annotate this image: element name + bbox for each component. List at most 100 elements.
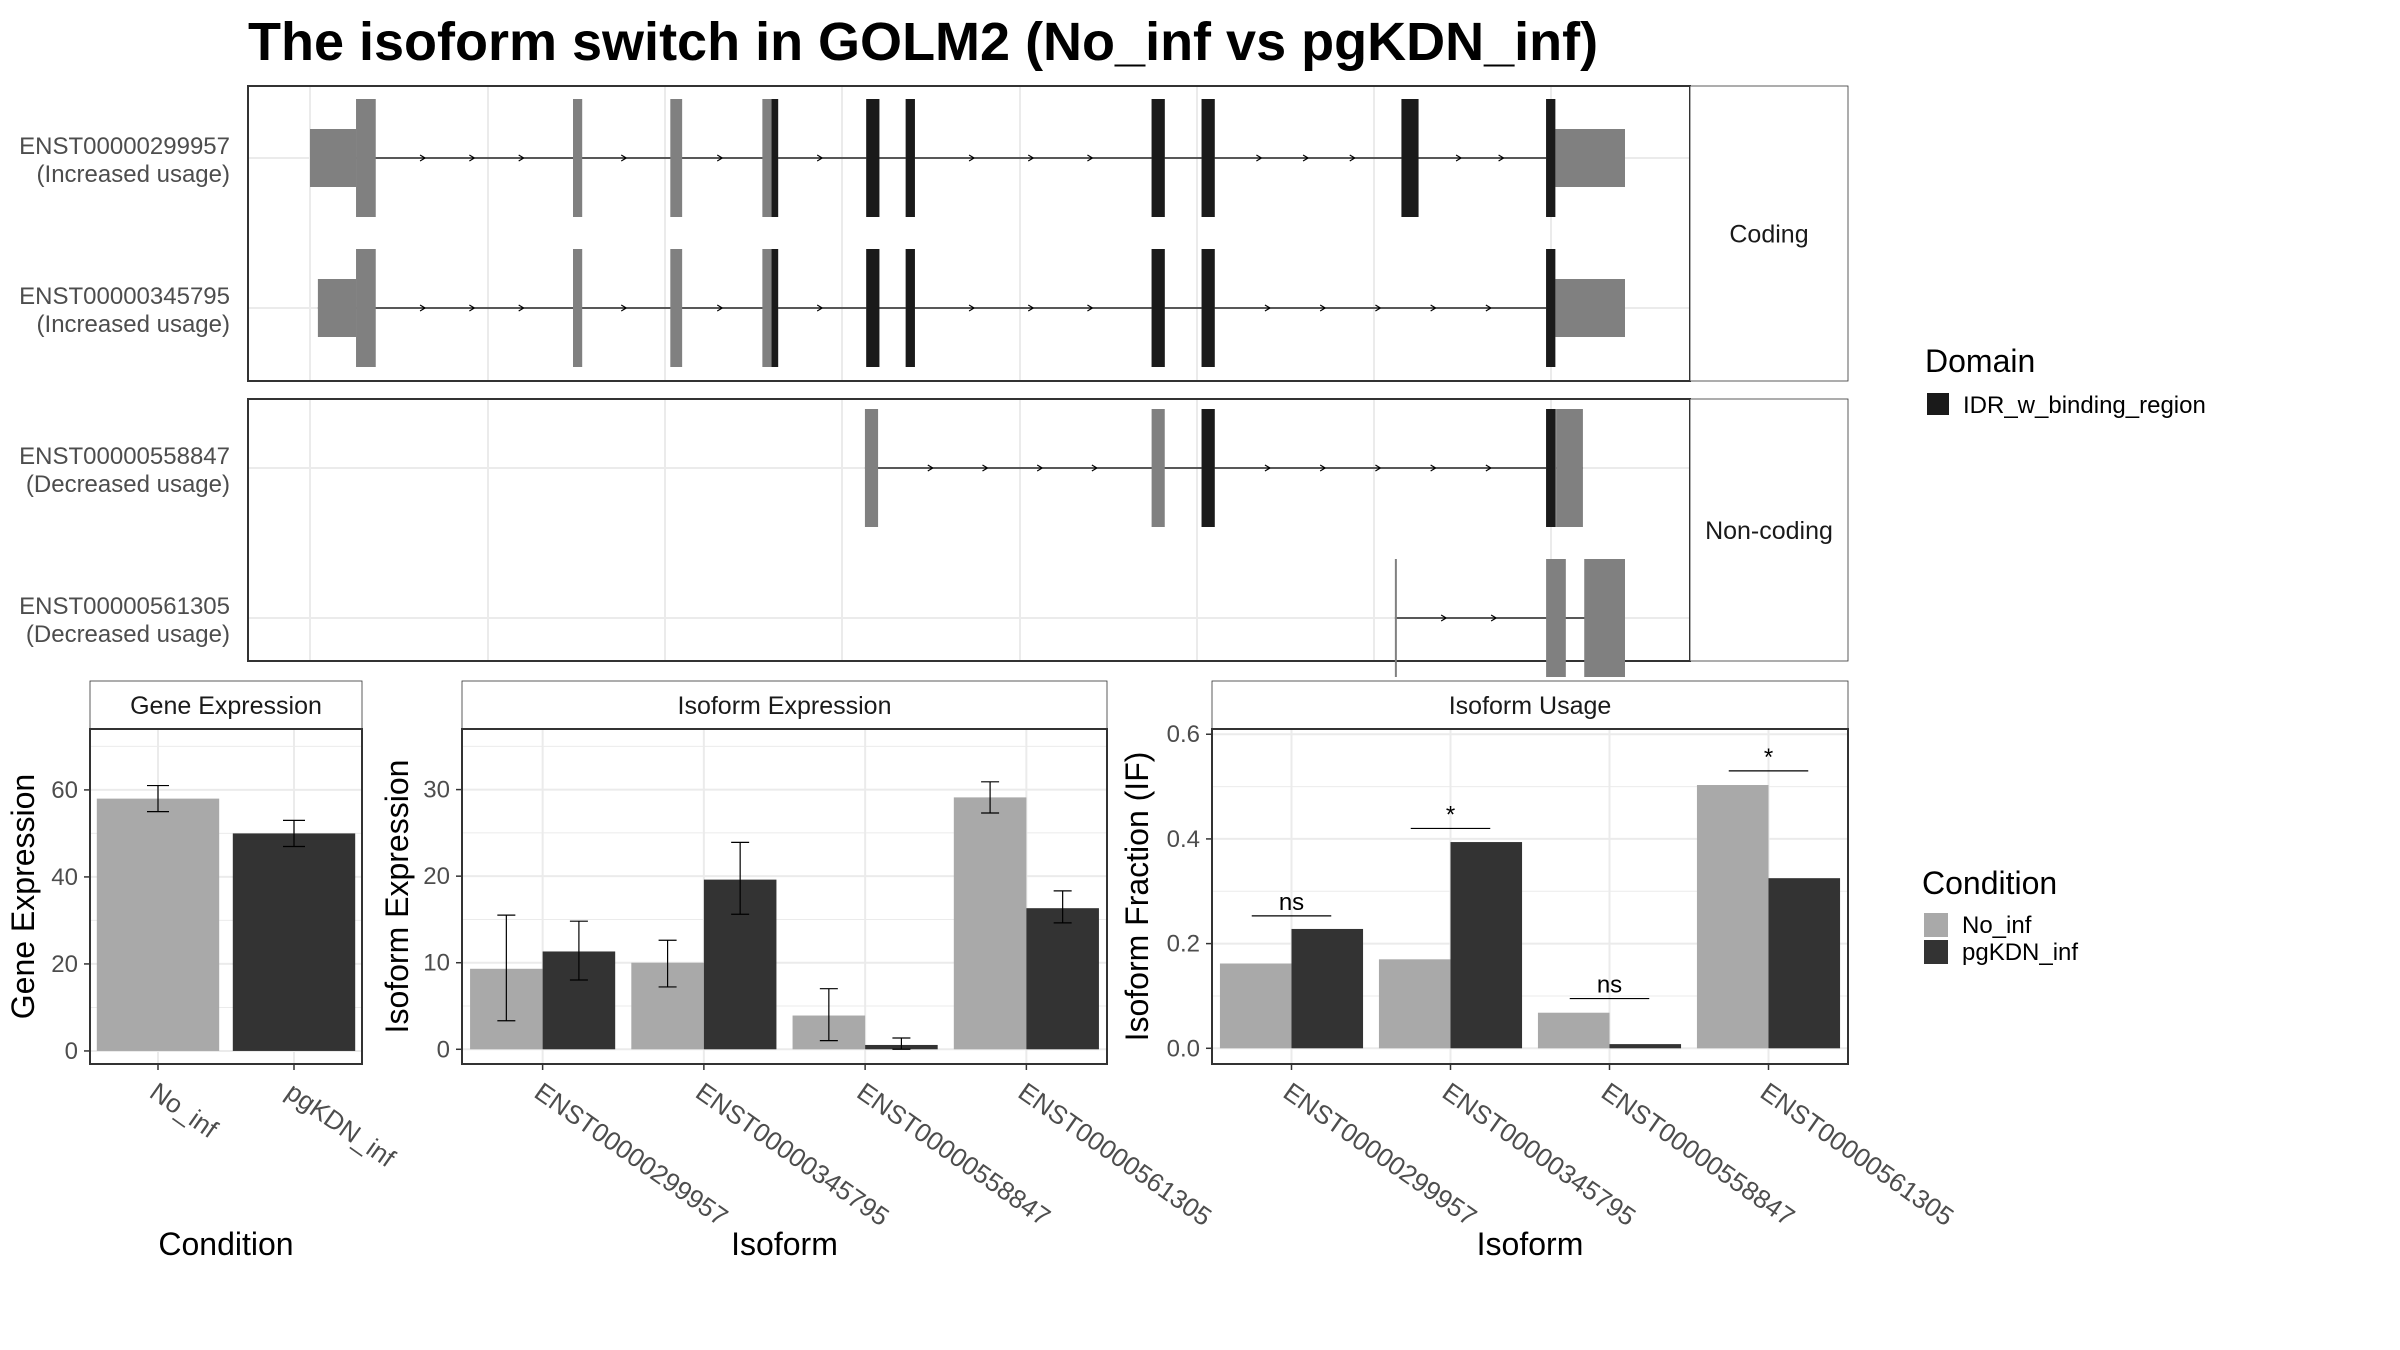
intron-arrow xyxy=(716,304,724,312)
x-axis-title: Isoform xyxy=(1477,1226,1584,1262)
utr-segment xyxy=(1548,279,1625,337)
legend-key xyxy=(1924,913,1948,937)
intron-arrow xyxy=(620,154,628,162)
significance-label: * xyxy=(1446,801,1455,828)
significance-label: * xyxy=(1764,744,1773,771)
x-axis-title: Condition xyxy=(158,1226,293,1262)
intron-arrow xyxy=(1027,304,1035,312)
bar xyxy=(1450,842,1523,1049)
legend-key xyxy=(1927,393,1949,415)
domain-segment xyxy=(905,249,915,367)
chart-panel-border xyxy=(89,728,363,1065)
intron-arrow xyxy=(620,304,628,312)
exon xyxy=(762,249,772,367)
bar xyxy=(1609,1044,1682,1049)
y-tick-label: 0.4 xyxy=(1167,826,1200,853)
bar xyxy=(1768,878,1841,1049)
exon xyxy=(1584,559,1625,677)
x-axis-title: Isoform xyxy=(731,1226,838,1262)
y-tick-label: 20 xyxy=(423,863,450,890)
intron-arrow xyxy=(1302,154,1310,162)
transcript-label: ENST00000561305 xyxy=(19,593,230,620)
bar xyxy=(1291,928,1364,1049)
exon xyxy=(670,249,683,367)
y-tick-label: 60 xyxy=(51,777,78,804)
facet-strip-label: Coding xyxy=(1729,221,1808,249)
transcript-usage-label: (Increased usage) xyxy=(37,161,230,188)
transcript-label: ENST00000345795 xyxy=(19,283,230,310)
intron-arrow xyxy=(816,304,824,312)
domain-segment xyxy=(1201,99,1215,217)
intron-arrow xyxy=(1490,614,1498,622)
domain-segment xyxy=(771,99,779,217)
y-tick-label: 40 xyxy=(51,864,78,891)
domain-segment xyxy=(866,249,880,367)
chart-panel-border xyxy=(1211,728,1849,1065)
legend-entry: IDR_w_binding_region xyxy=(1963,392,2206,419)
exon xyxy=(573,249,583,367)
exon xyxy=(356,99,376,217)
domain-segment xyxy=(1546,99,1556,217)
x-tick-label: pgKDN_inf xyxy=(281,1076,402,1173)
isoform-expression-chart: Isoform Expression0102030ENST00000299957… xyxy=(379,680,1217,1262)
domain-legend: Domain IDR_w_binding_region xyxy=(1925,343,2206,419)
y-axis-title: Isoform Fraction (IF) xyxy=(1119,752,1155,1042)
intron-arrow xyxy=(1430,464,1437,472)
intron-arrow xyxy=(816,154,824,162)
exon xyxy=(1556,409,1583,527)
exon xyxy=(1546,559,1566,677)
transcript-label: ENST00000299957 xyxy=(19,133,230,160)
bar xyxy=(232,833,356,1051)
exon xyxy=(1151,409,1165,527)
exon xyxy=(356,249,376,367)
intron-arrow xyxy=(1256,154,1263,162)
x-tick-label: No_inf xyxy=(145,1076,224,1144)
intron-arrow xyxy=(1264,464,1272,472)
legend-title: Condition xyxy=(1922,865,2057,901)
intron-arrow xyxy=(1485,464,1493,472)
intron-arrow xyxy=(518,304,525,312)
transcript-usage-label: (Decreased usage) xyxy=(26,621,230,648)
facet-strip xyxy=(1689,85,1849,382)
domain-segment xyxy=(905,99,915,217)
facet-strip xyxy=(1689,398,1849,662)
intron-arrow xyxy=(1375,304,1382,312)
intron-arrow xyxy=(968,304,976,312)
legend-entry: pgKDN_inf xyxy=(1962,939,2078,966)
y-tick-label: 10 xyxy=(423,950,450,977)
domain-segment xyxy=(1201,409,1215,527)
chart-strip xyxy=(89,680,363,730)
transcript-label: ENST00000558847 xyxy=(19,443,230,470)
y-axis-title: Gene Expression xyxy=(5,774,41,1019)
domain-segment xyxy=(1401,99,1419,217)
domain-segment xyxy=(1546,249,1556,367)
intron-arrow xyxy=(1036,464,1044,472)
intron-arrow xyxy=(469,154,476,162)
intron-arrow xyxy=(927,464,934,472)
domain-segment xyxy=(866,99,880,217)
y-tick-label: 0.2 xyxy=(1167,931,1200,958)
intron-arrow xyxy=(1087,304,1094,312)
intron-arrow xyxy=(518,154,525,162)
chart-strip-title: Isoform Usage xyxy=(1449,692,1612,720)
intron-arrow xyxy=(1087,154,1094,162)
exon xyxy=(1394,559,1397,677)
intron-arrow xyxy=(968,154,976,162)
exon xyxy=(864,409,879,527)
intron-arrow xyxy=(1264,304,1272,312)
intron-arrow xyxy=(982,464,989,472)
intron-arrow xyxy=(1027,154,1035,162)
domain-segment xyxy=(1546,409,1556,527)
domain-segment xyxy=(1151,249,1165,367)
intron-arrow xyxy=(1440,614,1448,622)
figure-title: The isoform switch in GOLM2 (No_inf vs p… xyxy=(248,12,1598,72)
domain-segment xyxy=(1201,249,1215,367)
y-tick-label: 0 xyxy=(437,1036,450,1063)
bar xyxy=(953,797,1027,1050)
chart-strip-title: Isoform Expression xyxy=(678,692,892,720)
legend-entry: No_inf xyxy=(1962,912,2032,939)
exon xyxy=(670,99,683,217)
intron-arrow xyxy=(1319,464,1327,472)
